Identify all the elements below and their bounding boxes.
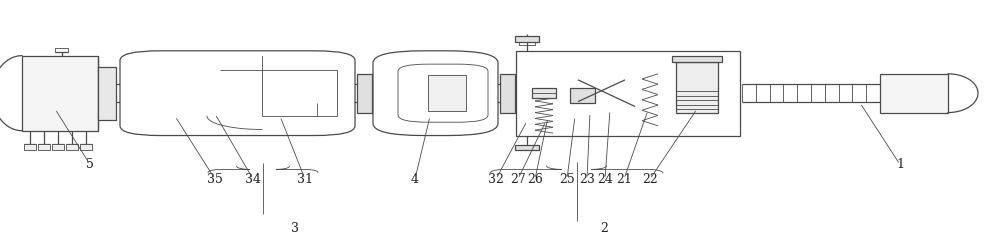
- Bar: [672, 56, 722, 62]
- Bar: [676, 62, 718, 113]
- Bar: [24, 144, 36, 150]
- Text: 1: 1: [896, 158, 904, 171]
- Bar: [428, 75, 466, 111]
- Bar: [500, 74, 515, 113]
- Text: 25: 25: [559, 173, 575, 186]
- Text: 27: 27: [510, 173, 526, 186]
- Text: 32: 32: [488, 173, 504, 186]
- Bar: [519, 42, 535, 45]
- Text: 26: 26: [527, 173, 543, 186]
- Text: 22: 22: [642, 173, 658, 186]
- FancyBboxPatch shape: [398, 64, 488, 122]
- Bar: [880, 74, 948, 113]
- Text: 35: 35: [207, 173, 223, 186]
- Bar: [22, 56, 98, 131]
- Bar: [516, 51, 740, 136]
- Bar: [570, 88, 595, 103]
- Bar: [55, 48, 68, 52]
- Circle shape: [594, 89, 606, 92]
- Bar: [80, 144, 92, 150]
- Bar: [98, 67, 116, 120]
- Bar: [515, 36, 539, 42]
- Text: 34: 34: [245, 173, 261, 186]
- Bar: [262, 70, 337, 116]
- Bar: [52, 144, 64, 150]
- Text: 24: 24: [597, 173, 613, 186]
- Text: 5: 5: [86, 158, 94, 171]
- Bar: [532, 88, 556, 98]
- Bar: [38, 144, 50, 150]
- Bar: [515, 145, 539, 150]
- Text: 23: 23: [579, 173, 595, 186]
- Text: 21: 21: [616, 173, 632, 186]
- FancyBboxPatch shape: [373, 51, 498, 136]
- Text: 31: 31: [297, 173, 313, 186]
- Text: 3: 3: [291, 222, 299, 235]
- Bar: [357, 74, 372, 113]
- Circle shape: [192, 91, 208, 95]
- FancyBboxPatch shape: [120, 51, 355, 136]
- Text: 2: 2: [600, 222, 608, 235]
- Text: 4: 4: [411, 173, 419, 186]
- Bar: [66, 144, 78, 150]
